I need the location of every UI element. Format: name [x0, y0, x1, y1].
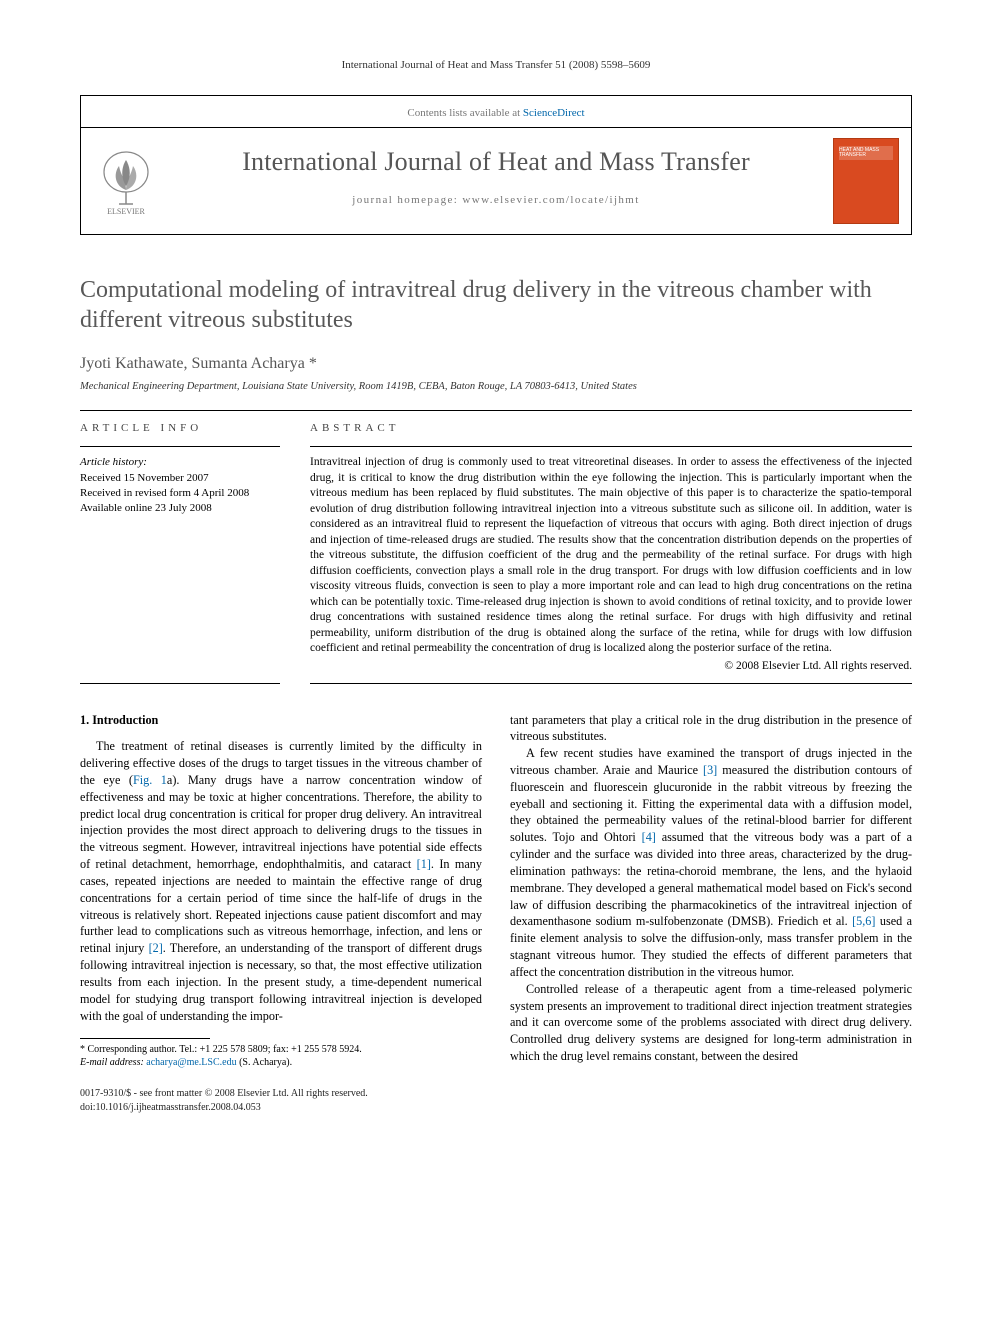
citation-link[interactable]: [4] — [642, 830, 656, 844]
journal-cover-label: HEAT AND MASS TRANSFER — [839, 148, 893, 159]
journal-cover-thumbnail: HEAT AND MASS TRANSFER — [833, 138, 899, 224]
received-date: Received 15 November 2007 — [80, 471, 280, 486]
divider — [310, 446, 912, 447]
corresponding-author-footnote: * Corresponding author. Tel.: +1 225 578… — [80, 1043, 482, 1069]
doi-line: doi:10.1016/j.ijheatmasstransfer.2008.04… — [80, 1101, 368, 1115]
divider — [310, 683, 912, 684]
body-paragraph: The treatment of retinal diseases is cur… — [80, 738, 482, 1024]
elsevier-tree-icon: ELSEVIER — [95, 146, 157, 216]
citation-link[interactable]: [2] — [149, 941, 163, 955]
page-footer: 0017-9310/$ - see front matter © 2008 El… — [80, 1087, 912, 1114]
section-heading: 1. Introduction — [80, 712, 482, 729]
homepage-prefix: journal homepage: — [352, 194, 462, 206]
journal-masthead: Contents lists available at ScienceDirec… — [80, 95, 912, 235]
contents-line: Contents lists available at ScienceDirec… — [81, 96, 911, 128]
body-columns: 1. Introduction The treatment of retinal… — [80, 712, 912, 1070]
online-date: Available online 23 July 2008 — [80, 501, 280, 516]
footnote-line: E-mail address: acharya@me.LSC.edu (S. A… — [80, 1056, 482, 1069]
homepage-url[interactable]: www.elsevier.com/locate/ijhmt — [462, 194, 639, 206]
abstract-block: ABSTRACT Intravitreal injection of drug … — [310, 421, 912, 674]
figure-ref-link[interactable]: Fig. 1 — [133, 773, 167, 787]
sciencedirect-link[interactable]: ScienceDirect — [523, 107, 585, 119]
revised-date: Received in revised form 4 April 2008 — [80, 486, 280, 501]
footnote-line: * Corresponding author. Tel.: +1 225 578… — [80, 1043, 482, 1056]
contents-prefix: Contents lists available at — [407, 107, 522, 119]
footer-left: 0017-9310/$ - see front matter © 2008 El… — [80, 1087, 368, 1114]
article-info-header: ARTICLE INFO — [80, 421, 280, 436]
article-info-block: ARTICLE INFO Article history: Received 1… — [80, 421, 280, 674]
svg-text:ELSEVIER: ELSEVIER — [107, 207, 145, 216]
citation-link[interactable]: [3] — [703, 763, 717, 777]
authors-line: Jyoti Kathawate, Sumanta Acharya * — [80, 353, 912, 375]
author-email-link[interactable]: acharya@me.LSC.edu — [146, 1057, 236, 1068]
journal-cover-slot: HEAT AND MASS TRANSFER — [821, 128, 911, 234]
citation-link[interactable]: [5,6] — [852, 914, 875, 928]
email-label: E-mail address: — [80, 1057, 144, 1068]
article-title: Computational modeling of intravitreal d… — [80, 275, 912, 335]
abstract-copyright: © 2008 Elsevier Ltd. All rights reserved… — [310, 659, 912, 675]
citation-link[interactable]: [1] — [417, 857, 431, 871]
journal-homepage: journal homepage: www.elsevier.com/locat… — [179, 193, 813, 208]
body-paragraph: Controlled release of a therapeutic agen… — [510, 981, 912, 1065]
body-column-right: tant parameters that play a critical rol… — [510, 712, 912, 1070]
divider — [80, 410, 912, 411]
running-header: International Journal of Heat and Mass T… — [80, 58, 912, 73]
email-suffix: (S. Acharya). — [239, 1057, 292, 1068]
journal-title: International Journal of Heat and Mass T… — [179, 144, 813, 179]
abstract-text: Intravitreal injection of drug is common… — [310, 455, 912, 657]
body-paragraph: tant parameters that play a critical rol… — [510, 712, 912, 746]
divider — [80, 446, 280, 447]
body-paragraph: A few recent studies have examined the t… — [510, 745, 912, 981]
affiliation-line: Mechanical Engineering Department, Louis… — [80, 380, 912, 394]
publisher-logo-slot: ELSEVIER — [81, 128, 171, 234]
body-column-left: 1. Introduction The treatment of retinal… — [80, 712, 482, 1070]
abstract-header: ABSTRACT — [310, 421, 912, 436]
article-history-title: Article history: — [80, 455, 280, 470]
divider — [80, 683, 280, 684]
front-matter-line: 0017-9310/$ - see front matter © 2008 El… — [80, 1087, 368, 1101]
footnote-rule — [80, 1038, 210, 1039]
